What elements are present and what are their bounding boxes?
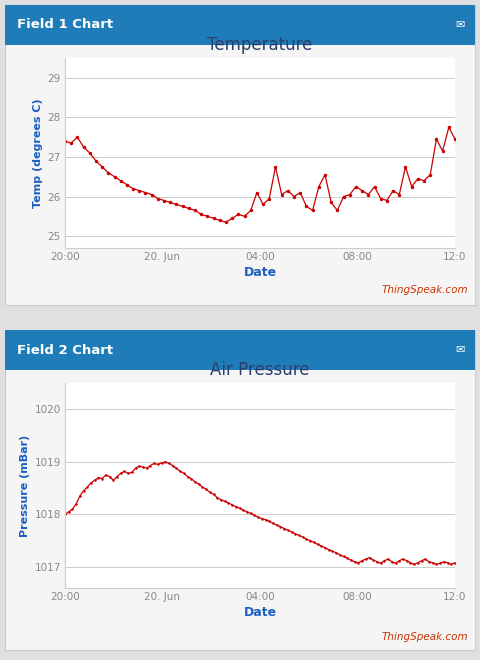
Text: ✉: ✉ xyxy=(456,20,465,30)
Y-axis label: Temp (degrees C): Temp (degrees C) xyxy=(34,98,43,208)
Text: ✉: ✉ xyxy=(456,345,465,355)
Text: Field 2 Chart: Field 2 Chart xyxy=(17,343,113,356)
Text: Field 1 Chart: Field 1 Chart xyxy=(17,18,113,32)
X-axis label: Date: Date xyxy=(243,607,276,619)
Title: Air Pressure: Air Pressure xyxy=(210,360,310,379)
Y-axis label: Pressure (mBar): Pressure (mBar) xyxy=(20,434,30,537)
Text: ThingSpeak.com: ThingSpeak.com xyxy=(382,632,468,642)
Text: ThingSpeak.com: ThingSpeak.com xyxy=(382,285,468,295)
X-axis label: Date: Date xyxy=(243,267,276,279)
Title: Temperature: Temperature xyxy=(207,36,312,53)
